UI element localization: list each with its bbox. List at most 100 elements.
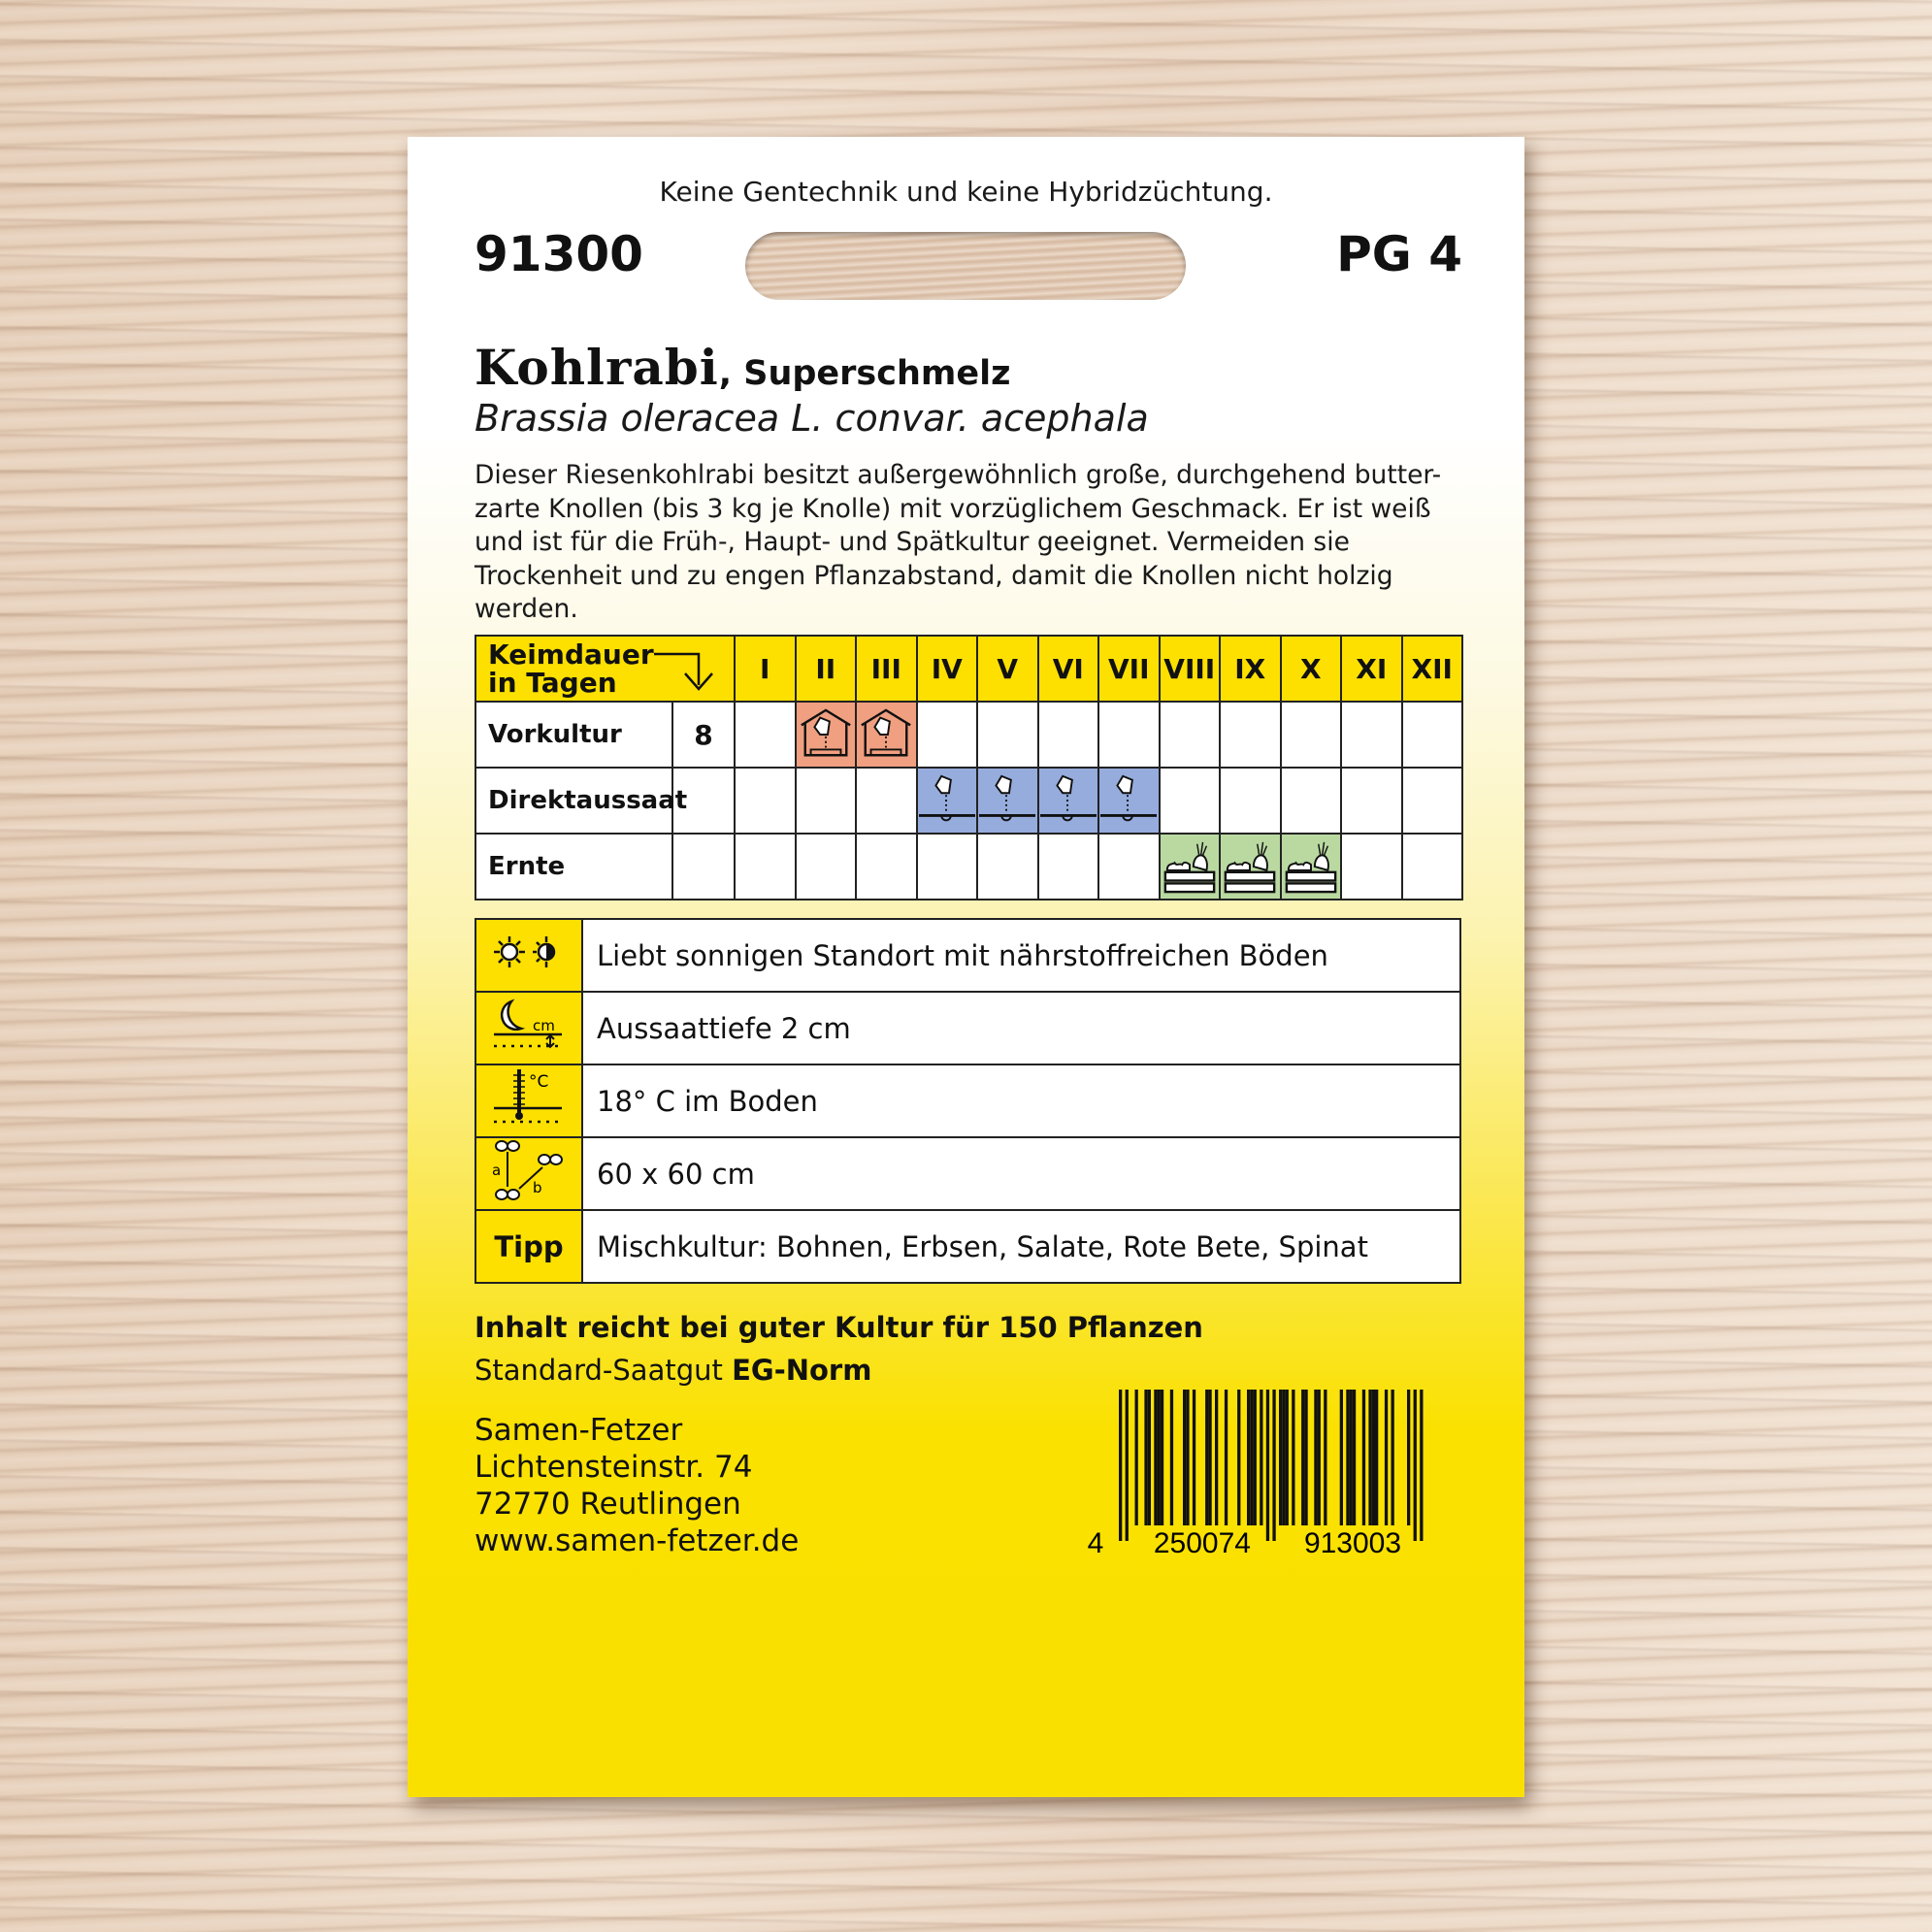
barcode-bar xyxy=(1157,1390,1161,1525)
barcode-bar xyxy=(1314,1390,1318,1525)
month-12: XII xyxy=(1400,635,1464,703)
info-text: Liebt sonnigen Standort mit nährstoffrei… xyxy=(581,918,1461,993)
month-cell xyxy=(1340,701,1403,769)
growing-info: Liebt sonnigen Standort mit nährstoffrei… xyxy=(475,918,1461,1284)
month-cell xyxy=(734,701,797,769)
month-cell xyxy=(915,833,979,901)
barcode-bar xyxy=(1119,1390,1123,1541)
germination-header-line2: in Tagen xyxy=(488,667,617,699)
month-cell xyxy=(1097,701,1161,769)
barcode-bar xyxy=(1361,1390,1366,1525)
svg-text:a: a xyxy=(492,1162,501,1179)
company-name: Samen-Fetzer xyxy=(475,1413,683,1448)
city: 72770 Reutlingen xyxy=(475,1487,741,1522)
barcode-bar xyxy=(1215,1390,1219,1525)
svg-text:cm: cm xyxy=(533,1017,555,1034)
info-text: 60 x 60 cm xyxy=(581,1136,1461,1211)
barcode-bar xyxy=(1183,1390,1187,1525)
month-10: X xyxy=(1279,635,1343,703)
barcode-bar xyxy=(1272,1390,1276,1541)
month-3: III xyxy=(855,635,918,703)
harvest-crate-icon xyxy=(1224,841,1276,894)
barcode-digits: 4 xyxy=(1088,1527,1104,1559)
barcode-bar xyxy=(1260,1390,1263,1525)
row-label: Vorkultur xyxy=(475,701,673,769)
tip-label: Tipp xyxy=(475,1209,583,1284)
row-label: Direktaussaat xyxy=(475,767,687,835)
month-cell xyxy=(1158,701,1222,769)
barcode-bar xyxy=(1237,1390,1241,1525)
month-cell xyxy=(855,701,918,769)
month-cell xyxy=(1219,767,1282,835)
svg-text:b: b xyxy=(533,1179,542,1196)
barcode-bar xyxy=(1352,1390,1357,1525)
barcode-bar xyxy=(1407,1390,1411,1525)
barcode-bar xyxy=(1186,1390,1190,1525)
month-9: IX xyxy=(1219,635,1282,703)
info-text: Mischkultur: Bohnen, Erbsen, Salate, Rot… xyxy=(581,1209,1461,1284)
hanger-slot xyxy=(745,232,1186,300)
barcode-bar xyxy=(1339,1390,1343,1525)
month-cell xyxy=(855,833,918,901)
month-cell xyxy=(1279,767,1343,835)
month-4: IV xyxy=(915,635,979,703)
barcode-bar xyxy=(1317,1390,1321,1525)
month-7: VII xyxy=(1097,635,1161,703)
calendar-row-direktaussaat: Direktaussaat xyxy=(475,767,1464,835)
row-label: Ernte xyxy=(475,833,673,901)
seed-standard-prefix: Standard-Saatgut xyxy=(475,1354,733,1387)
greenhouse-seed-icon xyxy=(800,708,851,757)
germination-header-line1: Keimdauer xyxy=(488,639,654,671)
barcode-bar xyxy=(1169,1390,1174,1525)
direct-sowing-icon xyxy=(979,774,1036,822)
seed-standard: Standard-Saatgut EG-Norm xyxy=(475,1354,871,1387)
direct-sowing-icon xyxy=(1100,774,1158,822)
month-cell xyxy=(915,701,979,769)
barcode-bar xyxy=(1144,1390,1148,1525)
month-2: II xyxy=(794,635,858,703)
seed-standard-norm: EG-Norm xyxy=(732,1354,872,1387)
month-cell xyxy=(1340,767,1403,835)
barcode-bar xyxy=(1346,1390,1350,1525)
website-link[interactable]: www.samen-fetzer.de xyxy=(475,1523,800,1558)
barcode-bar xyxy=(1250,1390,1254,1525)
month-1: I xyxy=(734,635,797,703)
info-row-depth: cm Aussaattiefe 2 cm xyxy=(475,991,1461,1065)
arrow-down-icon xyxy=(654,652,713,691)
month-cell xyxy=(794,767,858,835)
month-cell xyxy=(976,767,1039,835)
info-row-tip: Tipp Mischkultur: Bohnen, Erbsen, Salate… xyxy=(475,1209,1461,1284)
plant-spacing-icon: ab xyxy=(492,1140,563,1200)
description: Dieser Riesenkohlrabi besitzt außergewöh… xyxy=(475,460,1442,624)
barcode-bar xyxy=(1282,1390,1286,1525)
barcode-bar xyxy=(1208,1390,1212,1525)
month-11: XI xyxy=(1340,635,1403,703)
barcode-bar xyxy=(1420,1390,1424,1541)
barcode-bar xyxy=(1224,1390,1228,1525)
info-text: Aussaattiefe 2 cm xyxy=(581,991,1461,1065)
month-cell xyxy=(1097,767,1161,835)
month-cell xyxy=(976,701,1039,769)
barcode-bar xyxy=(1247,1390,1251,1525)
month-cell xyxy=(1158,833,1222,901)
barcode-bar xyxy=(1301,1390,1305,1525)
month-cell xyxy=(1279,833,1343,901)
calendar-row-vorkultur: Vorkultur 8 xyxy=(475,701,1464,769)
barcode-bar xyxy=(1413,1390,1417,1541)
seed-packet-back: Keine Gentechnik und keine Hybridzüchtun… xyxy=(408,137,1524,1797)
germination-days xyxy=(671,767,737,835)
company-address: Samen-Fetzer Lichtensteinstr. 74 72770 R… xyxy=(475,1412,799,1559)
month-8: VIII xyxy=(1158,635,1222,703)
month-cell xyxy=(915,767,979,835)
price-group: PG 4 xyxy=(1336,226,1462,282)
barcode-bar xyxy=(1349,1390,1353,1525)
variety-name: , Superschmelz xyxy=(718,354,1011,393)
article-number: 91300 xyxy=(475,226,643,282)
month-cell xyxy=(1036,767,1100,835)
barcode-bar xyxy=(1265,1390,1270,1541)
barcode-bar xyxy=(1134,1390,1138,1525)
barcode: 4 250074 913003 xyxy=(1088,1390,1424,1559)
barcode-bar xyxy=(1154,1390,1158,1525)
month-5: V xyxy=(976,635,1039,703)
barcode-bar xyxy=(1125,1390,1129,1541)
